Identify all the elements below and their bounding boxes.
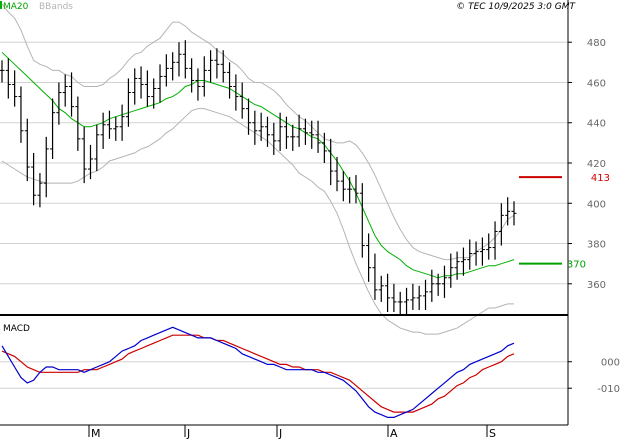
resistance-label: 413 (591, 173, 610, 184)
x-tick-label: S (489, 427, 496, 440)
support-label: 370 (567, 260, 586, 271)
macd-y-axis: 000 -010 (568, 358, 620, 395)
bollinger-bands (1, 3, 515, 335)
bband-upper-line (1, 3, 515, 261)
y-tick-label: 480 (587, 38, 606, 49)
y-tick-label: 460 (587, 78, 606, 89)
macd-grid (0, 361, 568, 389)
y-tick-label: 360 (587, 280, 606, 291)
x-tick-label: J (278, 427, 282, 440)
price-bars (0, 40, 517, 317)
macd-line (1, 326, 515, 418)
x-tick-label: J (186, 427, 190, 440)
copyright-timestamp: © TEC 10/9/2025 3:0 GMT (456, 2, 576, 12)
x-tick-label: M (91, 427, 101, 440)
macd-panel-title: MACD (3, 324, 30, 334)
legend-ma20-swatch (0, 1, 2, 9)
price-grid (0, 41, 568, 285)
y-tick-label: 400 (587, 199, 606, 210)
y-tick-label: 000 (601, 358, 620, 369)
macd-lines (1, 326, 515, 418)
bband-lower-line (1, 108, 514, 335)
x-tick-label: A (390, 427, 398, 440)
y-tick-label: 420 (587, 159, 606, 170)
y-tick-label: 440 (587, 119, 606, 130)
legend-bbands: BBands (39, 2, 73, 12)
legend-ma20: MA20 (3, 2, 29, 12)
y-tick-label: -010 (597, 384, 620, 395)
ma20-line (1, 51, 515, 279)
price-y-axis: 360 380 400 420 440 460 480 (568, 38, 606, 291)
price-levels: 413 370 (519, 173, 610, 271)
macd-signal-line (1, 334, 515, 413)
y-tick-label: 380 (587, 240, 606, 251)
ma20-line (1, 51, 515, 279)
